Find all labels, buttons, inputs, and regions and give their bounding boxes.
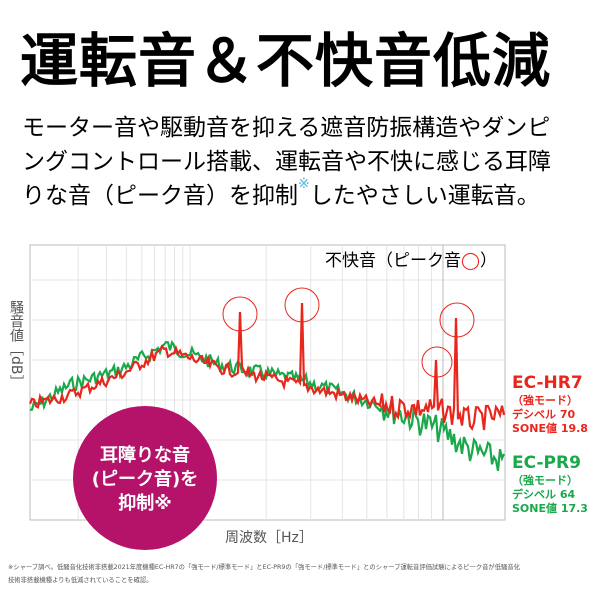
text: デシベル 64 — [512, 488, 576, 501]
text: 耳障りな音 — [100, 445, 190, 466]
icon: ◯ — [461, 251, 481, 271]
red-line — [28, 302, 506, 431]
mark: ※ — [298, 176, 310, 192]
text: (ピーク音)を — [91, 469, 199, 490]
badge — [73, 406, 217, 550]
body-line: モーター音や駆動音を抑える遮音防振構造やダンピ — [22, 115, 551, 141]
text: 抑制※ — [118, 493, 172, 514]
footnote: ※シャープ調べ。低騒音化技術非搭載2021年度機種EC-HR7の「強モード/標準… — [8, 561, 520, 587]
legend: 不快音（ピーク音◯） — [325, 246, 497, 271]
model-green: EC-PR9 （強モード） デシベル 64 SONE値 17.3 — [512, 452, 588, 516]
text: 技術非搭載機種よりも低減されていることを確認。 — [8, 577, 153, 584]
text: ） — [480, 251, 498, 271]
text: （強モード） — [512, 394, 578, 407]
body-line: りな音（ピーク音）を抑制※したやさしい運転音。 — [22, 176, 540, 210]
text: EC-HR7 — [512, 373, 583, 393]
body-line: ングコントロール搭載、運転音や不快に感じる耳障 — [22, 149, 551, 175]
text: SONE値 17.3 — [512, 502, 588, 515]
badge-text: 耳障りな音 (ピーク音)を 抑制※ — [73, 444, 217, 516]
peak-circle — [439, 302, 475, 338]
text: EC-PR9 — [512, 453, 581, 473]
title: 運転音＆不快音低減 — [20, 27, 552, 95]
text: デシベル 70 — [512, 408, 576, 421]
text: SONE値 19.8 — [512, 422, 588, 435]
peak-circle — [222, 296, 258, 332]
x-label: 周波数［Hz］ — [225, 530, 313, 546]
text: りな音（ピーク音）を抑制 — [22, 183, 298, 209]
text: （強モード） — [512, 474, 578, 487]
peak-circle — [421, 346, 453, 378]
text: したやさしい運転音。 — [309, 183, 540, 209]
y-label: 騒音値［dB］ — [8, 300, 24, 389]
text: ※シャープ調べ。低騒音化技術非搭載2021年度機種EC-HR7の「強モード/標準… — [8, 564, 520, 571]
model-red: EC-HR7 （強モード） デシベル 70 SONE値 19.8 — [512, 372, 588, 436]
peak-circle — [284, 287, 320, 323]
text: 不快音（ピーク音 — [325, 251, 461, 271]
